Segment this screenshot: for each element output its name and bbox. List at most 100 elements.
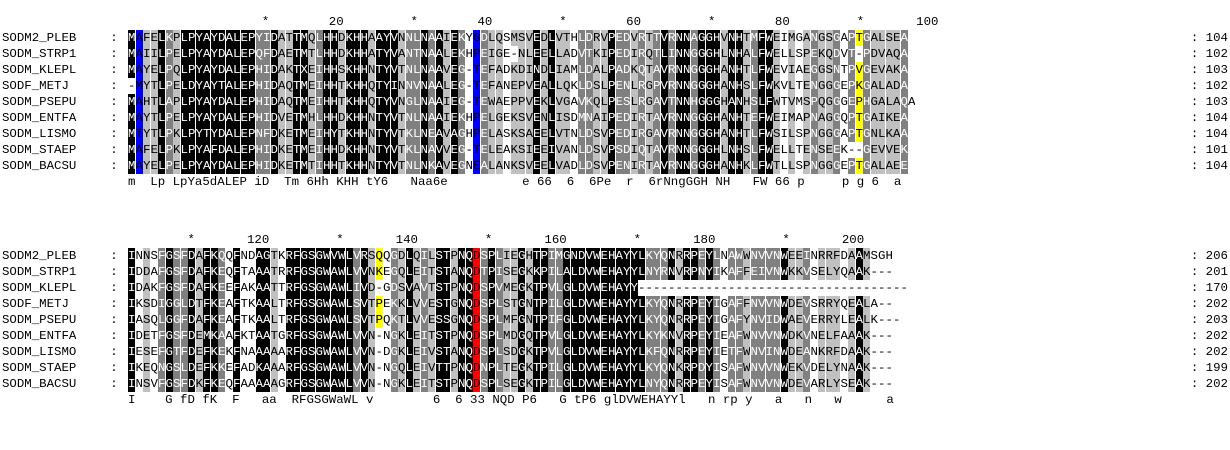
residue-cell: D xyxy=(570,47,578,61)
residue-cell: E xyxy=(615,110,623,126)
residue-cell: - xyxy=(758,281,766,295)
residue-cell: D xyxy=(270,126,278,142)
residue-cell: D xyxy=(540,30,548,46)
residue-cell: I xyxy=(713,360,721,376)
residue-cell: L xyxy=(555,280,563,296)
residue-cell: H xyxy=(713,30,721,46)
residue-count: : 199 xyxy=(1190,361,1228,375)
residue-cell: P xyxy=(188,158,196,174)
residue-cell: R xyxy=(278,265,286,279)
residue-cell: - xyxy=(833,281,841,295)
residue-cell: V xyxy=(758,360,766,376)
residue-cell: L xyxy=(405,312,413,328)
residue-cell: T xyxy=(743,30,751,46)
residue-cell: E xyxy=(195,344,203,360)
residue-cell: K xyxy=(398,344,406,360)
residue-cell: L xyxy=(555,376,563,392)
residue-cell: G xyxy=(300,264,308,280)
residue-cell: H xyxy=(360,62,368,78)
residue-cell: W xyxy=(323,264,331,280)
residue-cell: S xyxy=(885,30,893,46)
residue-cell: F xyxy=(143,30,151,46)
residue-cell: A xyxy=(885,158,893,174)
residue-cell: D xyxy=(585,126,593,142)
residue-cell: I xyxy=(525,142,533,158)
residue-cell: T xyxy=(743,110,751,126)
residue-cell: G xyxy=(720,297,728,311)
residue-cell: F xyxy=(758,110,766,126)
residue-cell: L xyxy=(488,30,496,46)
residue-cell: G xyxy=(818,62,826,78)
residue-cell: G xyxy=(698,78,706,94)
residue-cell: F xyxy=(158,376,166,392)
residue-cell: W xyxy=(323,296,331,312)
residue-cell: D xyxy=(480,30,488,46)
residue-cell: A xyxy=(255,264,263,280)
residue-cell: I xyxy=(758,264,766,280)
residue-cell: K xyxy=(773,78,781,94)
residue-cell: G xyxy=(390,360,398,376)
residue-cell: - xyxy=(465,63,473,77)
residue-cell: H xyxy=(465,47,473,61)
residue-cell: T xyxy=(585,46,593,62)
residue-cell: I xyxy=(548,376,556,392)
residue-cell: E xyxy=(225,361,233,375)
residue-count: : 201 xyxy=(1190,265,1228,279)
residue-cell: P xyxy=(248,94,256,110)
residue-cell: G xyxy=(833,78,841,94)
residue-cell: E xyxy=(540,142,548,158)
residue-cell: V xyxy=(405,280,413,296)
residue-cell: G xyxy=(300,248,308,264)
residue-cell: V xyxy=(660,158,668,174)
residue-cell: Y xyxy=(705,344,713,360)
residue-cell: D xyxy=(473,248,481,264)
residue-cell: N xyxy=(675,158,683,174)
residue-cell: K xyxy=(210,296,218,312)
residue-cell: S xyxy=(773,126,781,142)
residue-cell: E xyxy=(810,313,818,327)
residue-cell: F xyxy=(293,360,301,376)
residue-cell: N xyxy=(683,46,691,62)
residue-cell: V xyxy=(765,376,773,392)
residue-cell: R xyxy=(638,78,646,94)
residue-cell: V xyxy=(353,360,361,376)
residue-cell: K xyxy=(165,30,173,46)
residue-cell: F xyxy=(833,328,841,344)
residue-cell: L xyxy=(180,142,188,158)
residue-cell: N xyxy=(585,110,593,126)
residue-cell: H xyxy=(713,78,721,94)
residue-cell: K xyxy=(248,297,256,311)
residue-cell: D xyxy=(218,110,226,126)
sequence-name: SODF_METJ xyxy=(2,297,69,311)
residue-cell: K xyxy=(375,264,383,280)
residue-cell: L xyxy=(233,30,241,46)
residue-cell: G xyxy=(450,312,458,328)
sequence-name: SODM_LISMO xyxy=(2,127,77,141)
residue-cell: H xyxy=(743,94,751,110)
residue-cell: I xyxy=(263,142,271,158)
residue-cell: K xyxy=(195,376,203,392)
residue-cell: Y xyxy=(623,344,631,360)
residue-cell: G xyxy=(518,344,526,360)
residue-cell: K xyxy=(788,264,796,280)
residue-cell: E xyxy=(600,296,608,312)
residue-cell: E xyxy=(848,376,856,392)
residue-cell: H xyxy=(330,62,338,78)
residue-cell: G xyxy=(863,110,871,126)
residue-cell: V xyxy=(555,126,563,142)
residue-cell: G xyxy=(165,360,173,376)
residue-cell: P xyxy=(803,158,811,174)
residue-cell: V xyxy=(420,280,428,296)
residue-cell: L xyxy=(720,142,728,158)
residue-cell: R xyxy=(668,158,676,174)
residue-cell: A xyxy=(720,110,728,126)
residue-cell: E xyxy=(503,95,511,109)
residue-cell: K xyxy=(345,78,353,94)
residue-cell: N xyxy=(368,264,376,280)
residue-cell: Y xyxy=(705,296,713,312)
residue-cell: A xyxy=(248,345,256,359)
residue-cell: N xyxy=(668,376,676,392)
residue-cell: G xyxy=(165,344,173,360)
residue-cell: N xyxy=(525,296,533,312)
residue-cell: N xyxy=(135,249,143,263)
